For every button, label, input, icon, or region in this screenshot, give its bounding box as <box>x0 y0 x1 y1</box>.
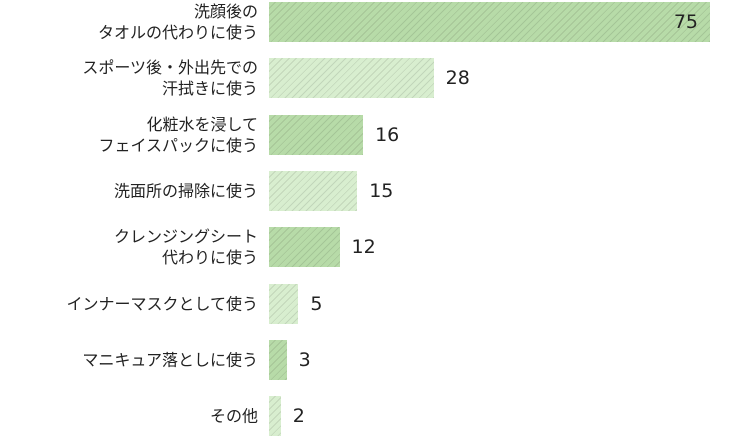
value-label: 15 <box>369 179 394 202</box>
category-label: インナーマスクとして使う <box>66 294 258 313</box>
value-label: 16 <box>375 123 400 146</box>
bar <box>269 114 364 155</box>
bar <box>269 339 287 380</box>
category-label: クレンジングシート 代わりに使う <box>113 227 258 268</box>
value-label: 3 <box>298 348 311 371</box>
bar <box>269 2 710 42</box>
value-label: 28 <box>445 67 470 90</box>
value-label: 5 <box>310 292 323 315</box>
category-label: 化粧水を浸して フェイスパックに使う <box>98 114 258 155</box>
value-label: 75 <box>673 11 698 33</box>
bar <box>269 396 281 437</box>
category-label: 洗面所の掃除に使う <box>113 181 258 201</box>
category-label: マニキュア落としに使う <box>82 350 258 370</box>
bar <box>269 283 299 324</box>
bar <box>269 58 434 99</box>
category-label: その他 <box>209 406 258 426</box>
category-label: スポーツ後・外出先での 汗拭きに使う <box>82 58 258 99</box>
bar <box>269 170 358 211</box>
category-label: 洗顔後の タオルの代わりに使う <box>97 2 258 42</box>
value-label: 12 <box>351 236 376 259</box>
value-label: 2 <box>292 405 305 428</box>
bar <box>269 227 340 268</box>
